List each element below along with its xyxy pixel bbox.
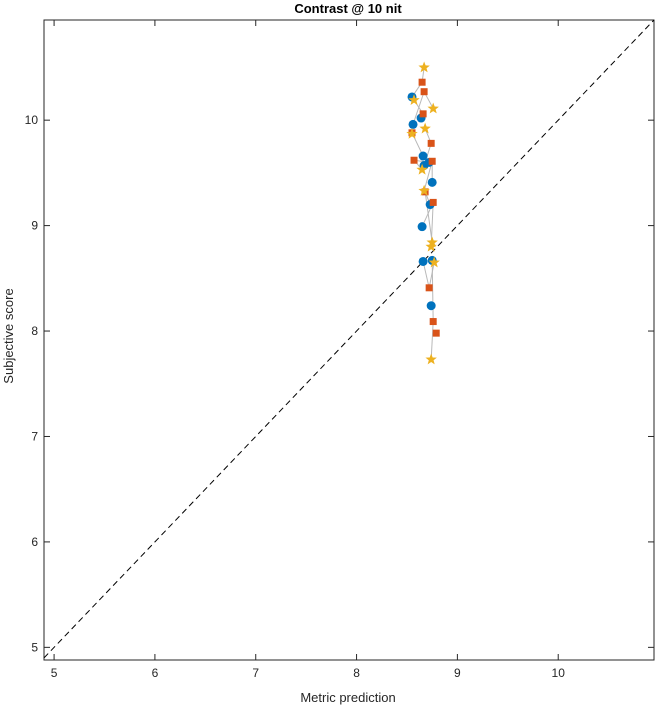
y-axis-label: Subjective score — [1, 288, 16, 383]
data-point-circle — [409, 120, 418, 129]
x-tick-label: 7 — [252, 666, 259, 680]
data-point-square — [426, 284, 433, 291]
y-tick-label: 9 — [31, 219, 38, 233]
data-point-square — [420, 110, 427, 117]
data-point-square — [428, 140, 435, 147]
data-point-square — [430, 318, 437, 325]
axes-box — [44, 20, 654, 660]
data-point-circle — [419, 257, 428, 266]
plot-area: 5 6 7 8 9 10 5 6 7 8 9 10 — [25, 20, 654, 680]
data-point-star — [419, 123, 430, 134]
y-tick-label: 6 — [31, 535, 38, 549]
x-tick-label: 6 — [152, 666, 159, 680]
x-tick-label: 8 — [353, 666, 360, 680]
y-tick-label: 7 — [31, 429, 38, 443]
data-point-square — [419, 79, 426, 86]
data-point-square — [430, 199, 437, 206]
data-point-star — [427, 103, 438, 114]
x-tick-label: 9 — [454, 666, 461, 680]
data-point-square — [421, 88, 428, 95]
data-point-circle — [418, 222, 427, 231]
data-point-square — [429, 158, 436, 165]
y-tick-label: 10 — [25, 113, 39, 127]
chart-title: Contrast @ 10 nit — [294, 1, 402, 16]
data-point-square — [411, 157, 418, 164]
x-axis-label: Metric prediction — [300, 690, 395, 705]
y-tick-label: 5 — [31, 640, 38, 654]
y-tick-label: 8 — [31, 324, 38, 338]
data-point-circle — [428, 178, 437, 187]
x-tick-label: 10 — [552, 666, 566, 680]
data-point-star — [406, 128, 417, 139]
data-point-star — [425, 354, 436, 365]
identity-line — [44, 20, 654, 658]
data-point-circle — [427, 301, 436, 310]
x-tick-label: 5 — [51, 666, 58, 680]
data-point-square — [433, 330, 440, 337]
